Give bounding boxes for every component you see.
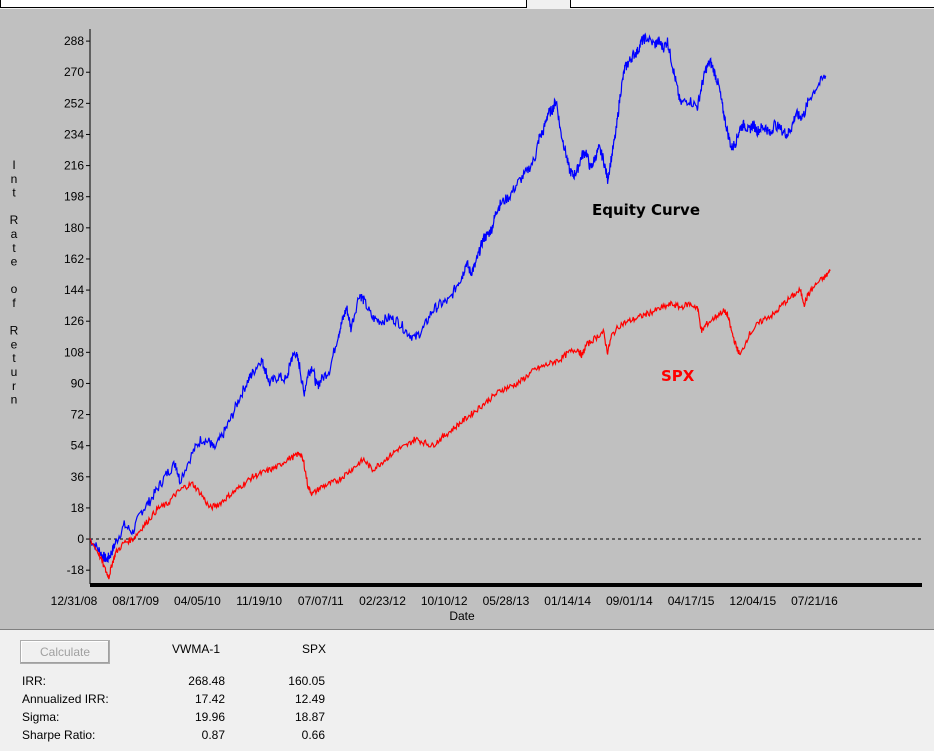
x-tick-label: 10/10/12 <box>421 594 468 608</box>
row-label-annualized-irr: Annualized IRR: <box>22 692 109 706</box>
stats-panel: Calculate VWMA-1 SPX IRR: 268.48 160.05 … <box>0 630 934 751</box>
row-label-irr: IRR: <box>22 674 46 688</box>
y-axis: -18 0 18 36 54 72 90 108 126 144 162 180 198 216 234 25… <box>64 29 91 584</box>
calculate-button[interactable]: Calculate <box>20 640 110 664</box>
equity-curve-annotation: Equity Curve <box>592 201 700 219</box>
y-tick-label: 54 <box>71 439 85 453</box>
x-axis-label: Date <box>449 609 475 623</box>
y-axis-label-char: R <box>10 213 19 227</box>
irr-spx-value: 160.05 <box>288 674 325 688</box>
sharpe-ratio-vwma-value: 0.87 <box>201 728 225 742</box>
spx-annotation: SPX <box>661 367 695 385</box>
y-axis-label-char: u <box>11 365 18 379</box>
y-tick-label: 234 <box>64 127 84 141</box>
row-label-sharpe-ratio: Sharpe Ratio: <box>22 728 96 742</box>
y-axis-label-char: r <box>12 379 16 393</box>
x-tick-label: 07/07/11 <box>298 594 344 608</box>
y-axis-label-char: t <box>12 241 16 255</box>
top-tab-right <box>570 0 934 8</box>
x-axis-line <box>90 583 922 587</box>
series-lines <box>89 32 831 580</box>
y-tick-label: 162 <box>64 252 84 266</box>
sigma-vwma-value: 19.96 <box>194 710 225 724</box>
series-line-spx <box>89 269 831 580</box>
y-tick-label: 0 <box>77 532 84 546</box>
y-tick-label: 216 <box>64 159 84 173</box>
y-axis-label-char: t <box>12 186 16 200</box>
y-tick-label: 270 <box>64 65 84 79</box>
x-tick-label: 02/23/12 <box>359 594 406 608</box>
y-axis-label-char: e <box>11 337 18 351</box>
y-tick-label: 90 <box>71 376 85 390</box>
y-tick-label: -18 <box>67 563 85 577</box>
y-axis-label-char: a <box>11 227 18 241</box>
y-tick-label: 180 <box>64 221 84 235</box>
y-tick-label: 72 <box>71 408 85 422</box>
y-tick-label: 126 <box>64 314 84 328</box>
y-axis-label-char: R <box>10 324 19 338</box>
y-tick-label: 144 <box>64 283 84 297</box>
top-tab-row <box>0 0 527 8</box>
sharpe-ratio-spx-value: 0.66 <box>301 728 325 742</box>
y-tick-label: 36 <box>71 470 85 484</box>
x-axis: 12/31/08 08/17/09 04/05/10 11/19/10 07/07/11… <box>51 583 922 608</box>
y-axis-label-char: f <box>12 296 16 310</box>
irr-vwma-value: 268.48 <box>188 674 225 688</box>
y-tick-label: 288 <box>64 34 84 48</box>
x-tick-label: 12/04/15 <box>729 594 776 608</box>
x-tick-label: 07/21/16 <box>791 594 838 608</box>
series-line-equity-curve <box>89 32 827 564</box>
y-axis-label-char: I <box>12 158 15 172</box>
x-tick-label: 11/19/10 <box>236 594 282 608</box>
sigma-spx-value: 18.87 <box>294 710 325 724</box>
x-tick-label: 12/31/08 <box>51 594 98 608</box>
y-tick-label: 198 <box>64 190 84 204</box>
x-tick-label: 04/05/10 <box>174 594 221 608</box>
annualized-irr-vwma-value: 17.42 <box>194 692 225 706</box>
y-axis-label-char: e <box>11 255 18 269</box>
x-tick-label: 08/17/09 <box>112 594 159 608</box>
column-header-vwma: VWMA-1 <box>172 642 220 656</box>
column-header-spx: SPX <box>302 642 327 656</box>
y-axis-label-char: n <box>11 172 18 186</box>
y-tick-label: 252 <box>64 96 84 110</box>
annualized-irr-spx-value: 12.49 <box>294 692 325 706</box>
x-tick-label: 05/28/13 <box>483 594 530 608</box>
x-tick-label: 09/01/14 <box>606 594 653 608</box>
y-tick-label: 108 <box>64 345 84 359</box>
row-label-sigma: Sigma: <box>22 710 60 724</box>
y-axis-label-char: n <box>11 393 18 407</box>
y-axis-label-char: t <box>12 351 16 365</box>
y-axis-label-char: o <box>11 282 18 296</box>
x-tick-label: 04/17/15 <box>668 594 715 608</box>
x-tick-label: 01/14/14 <box>544 594 591 608</box>
y-tick-label: 18 <box>71 501 85 515</box>
